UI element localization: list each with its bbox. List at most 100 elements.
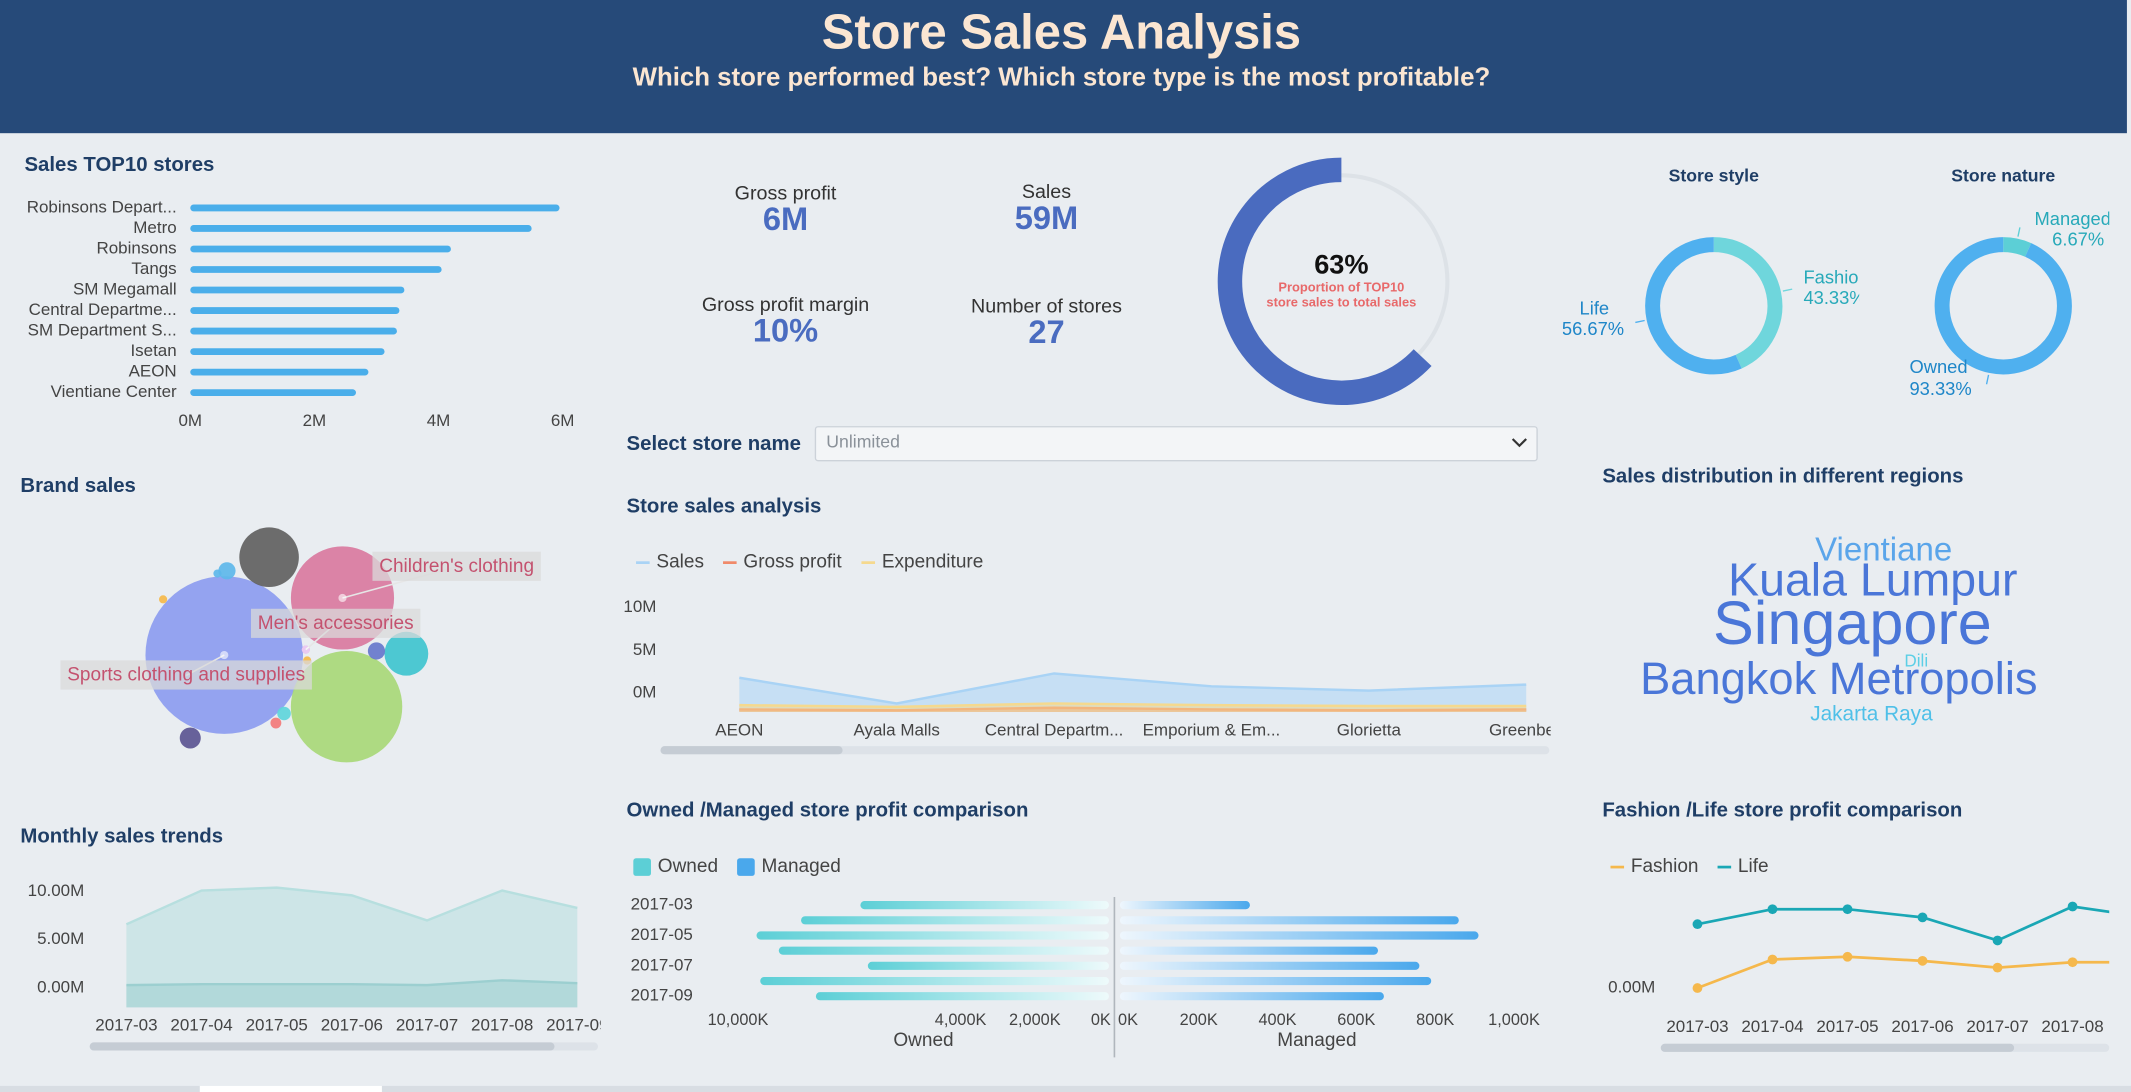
- kpi-label: Gross profit: [735, 183, 837, 205]
- y-tick-label: 2017-05: [631, 925, 693, 944]
- y-tick-label: 5M: [633, 640, 657, 659]
- bar: [778, 946, 1109, 955]
- gauge-value: 63%: [1314, 249, 1368, 280]
- bubble-label: Men's accessories: [258, 613, 414, 634]
- area: [739, 703, 1527, 713]
- pie-value-label: 43.33%: [1803, 287, 1865, 308]
- word: Singapore: [1713, 589, 1992, 657]
- scrollbar-thumb[interactable]: [1660, 1043, 2015, 1052]
- x-tick-label: 10,000K: [708, 1011, 769, 1029]
- scrollbar-thumb[interactable]: [660, 746, 843, 755]
- x-tick-label: 2,000K: [1009, 1011, 1061, 1029]
- x-tick-label: 2017-09: [546, 1016, 608, 1035]
- bar: [190, 327, 397, 335]
- bubble-center: [301, 645, 310, 654]
- bar: [1119, 931, 1479, 940]
- bar-label: Isetan: [130, 341, 176, 360]
- x-tick-label: 400K: [1258, 1011, 1296, 1029]
- bubble: [239, 527, 299, 587]
- y-tick-label: 10.00M: [28, 881, 85, 900]
- dropdown-value[interactable]: Unlimited: [826, 432, 900, 452]
- bar: [190, 245, 451, 253]
- bar: [760, 976, 1109, 986]
- x-tick-label: 2017-04: [1741, 1017, 1803, 1036]
- pie-label: Fashion: [1803, 266, 1868, 287]
- area: [739, 673, 1527, 713]
- kpi-value: 10%: [753, 312, 818, 349]
- bubble: [367, 642, 386, 660]
- bar: [1119, 916, 1459, 925]
- gauge-arc: [1217, 157, 1432, 405]
- x-tick-label: 0M: [178, 411, 202, 430]
- pie-value-label: 6.67%: [2052, 228, 2104, 249]
- dropdown-chevron[interactable]: [1511, 438, 1527, 448]
- point: [1992, 962, 2003, 973]
- x-tick-label: 2017-08: [471, 1016, 533, 1035]
- bubble-label: Children's clothing: [379, 556, 534, 577]
- x-tick-label: 2017-03: [1666, 1017, 1728, 1036]
- word: Jakarta Raya: [1810, 702, 1933, 725]
- line: [739, 672, 1527, 705]
- x-tick-label: Ayala Malls: [853, 721, 939, 740]
- dropdown[interactable]: Unlimited: [814, 426, 1538, 462]
- word: Bangkok Metropolis: [1640, 653, 2037, 704]
- x-tick-label: 2017-07: [1966, 1017, 2028, 1036]
- bar: [1119, 901, 1250, 910]
- label-box: [250, 608, 421, 638]
- bar: [1119, 946, 1379, 955]
- bubble: [179, 727, 201, 749]
- x-tick-label: 200K: [1180, 1011, 1218, 1029]
- point: [1917, 912, 1928, 923]
- x-tick-label: 2017-03: [95, 1016, 157, 1035]
- x-tick-label: 6M: [551, 411, 575, 430]
- bubble: [384, 631, 429, 676]
- bar: [190, 307, 400, 314]
- bubble-center: [220, 650, 229, 660]
- x-tick-label: 4M: [427, 411, 451, 430]
- leader-line: [1635, 319, 1645, 324]
- bubble: [159, 595, 168, 604]
- scrollbar-thumb[interactable]: [89, 1042, 555, 1051]
- point: [1767, 904, 1778, 915]
- bar: [190, 348, 385, 355]
- kpi-value: 6M: [763, 200, 808, 237]
- leader-line: [1782, 288, 1793, 292]
- bar-label: Vientiane Center: [51, 382, 177, 401]
- kpi-label: Gross profit margin: [702, 294, 869, 316]
- word: Kuala Lumpur: [1728, 553, 2017, 605]
- kpi-value: 27: [1028, 313, 1064, 350]
- point: [1842, 904, 1853, 915]
- bar-label: AEON: [129, 362, 177, 381]
- bubble: [270, 717, 282, 729]
- dropdown-box[interactable]: [814, 426, 1538, 462]
- y-tick-label: 0.00M: [37, 978, 84, 997]
- bar: [190, 389, 356, 397]
- pie-value-label: 93.33%: [1909, 378, 1971, 399]
- pie-segment: [1934, 237, 2072, 375]
- bar: [756, 931, 1109, 940]
- bar-label: Robinsons Depart...: [27, 197, 177, 216]
- legend-label: Expenditure: [882, 552, 984, 573]
- kpi-value: 59M: [1015, 199, 1078, 236]
- legend-label: Gross profit: [743, 552, 842, 573]
- kpi-label: Number of stores: [971, 295, 1122, 317]
- legend-label: Owned: [658, 856, 718, 877]
- active-tab[interactable]: [199, 1085, 382, 1092]
- pie-label: Managed: [2035, 208, 2111, 229]
- bar: [190, 225, 532, 232]
- chart-title: Fashion /Life store profit comparison: [1602, 800, 1962, 822]
- line: [125, 886, 578, 926]
- point: [1692, 919, 1703, 930]
- bar-label: Robinsons: [96, 238, 176, 257]
- x-tick-label: 4,000K: [935, 1011, 987, 1029]
- bubble-center: [338, 593, 347, 603]
- x-tick-label: 2017-04: [170, 1016, 232, 1035]
- page-title: Store Sales Analysis: [822, 5, 1301, 59]
- chart-title: Store sales analysis: [627, 495, 822, 517]
- x-tick-label: 800K: [1416, 1011, 1454, 1029]
- x-tick-label: 2M: [303, 411, 327, 430]
- chart-title: Monthly sales trends: [20, 826, 223, 848]
- chart-title: Sales TOP10 stores: [24, 154, 214, 176]
